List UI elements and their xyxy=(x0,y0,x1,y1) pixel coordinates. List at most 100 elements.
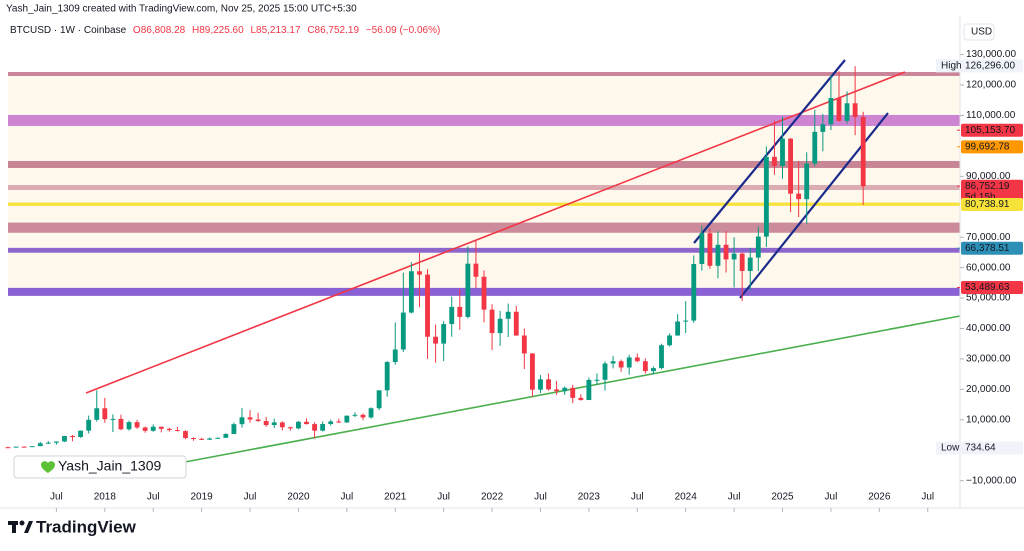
x-tick-label: Jul xyxy=(631,492,644,503)
candle-body xyxy=(675,321,681,336)
candle-body xyxy=(150,426,156,431)
candle-body xyxy=(21,446,27,448)
candle-body xyxy=(707,233,713,266)
y-tick-label: −10,000.00 xyxy=(966,475,1017,486)
x-tick-label: 2023 xyxy=(578,492,601,503)
price-zone xyxy=(8,71,960,76)
heart-icon xyxy=(41,461,55,473)
x-tick-label: 2024 xyxy=(675,492,698,503)
candle-body xyxy=(53,441,59,443)
candle-body xyxy=(812,131,818,164)
candle-body xyxy=(780,138,785,166)
candle-body xyxy=(336,421,342,423)
candle-body xyxy=(521,335,527,354)
price-zone xyxy=(8,202,960,206)
candle-body xyxy=(731,253,737,260)
candle-body xyxy=(796,193,802,200)
price-tag: Low xyxy=(941,443,960,454)
brand-logo xyxy=(8,520,33,533)
price-label: 80,738.91 xyxy=(965,199,1010,210)
candle-body xyxy=(570,387,576,398)
candle-body xyxy=(844,103,850,121)
price-label: 126,296.00 xyxy=(965,60,1015,71)
price-zone xyxy=(8,247,960,253)
candle-body xyxy=(602,363,608,380)
x-tick-label: Jul xyxy=(437,492,450,503)
price-label: 105,153.70 xyxy=(965,125,1015,136)
x-tick-label: Jul xyxy=(147,492,160,503)
brand: TradingView xyxy=(36,517,137,536)
trend-line xyxy=(693,59,846,244)
y-tick-label: 10,000.00 xyxy=(966,414,1011,425)
candle-body xyxy=(207,438,213,440)
candle-body xyxy=(352,414,358,416)
currency-box[interactable] xyxy=(963,23,995,41)
candle-body xyxy=(828,98,834,125)
candle-body xyxy=(546,379,551,390)
candle-body xyxy=(231,424,237,434)
price-zone xyxy=(8,114,960,126)
candle-body xyxy=(400,312,406,350)
y-tick-label: 40,000.00 xyxy=(966,323,1011,334)
candle-body xyxy=(497,318,503,334)
candle-body xyxy=(37,443,43,447)
candle-body xyxy=(102,408,108,420)
candle-body xyxy=(513,311,519,336)
candle-body xyxy=(538,379,543,390)
y-tick-label: 70,000.00 xyxy=(966,232,1011,243)
candle-body xyxy=(191,438,196,440)
candle-body xyxy=(199,438,205,440)
x-tick-label: Jul xyxy=(921,492,934,503)
candle-body xyxy=(166,428,172,431)
x-tick-label: 2022 xyxy=(481,492,504,503)
ohlc-high: H89,225.60 xyxy=(192,25,244,36)
price-tag: High xyxy=(941,60,962,71)
price-tag-box xyxy=(936,59,960,73)
ohlc-low: L85,213.17 xyxy=(250,25,300,36)
x-tick-label: Jul xyxy=(825,492,838,503)
x-tick-label: Jul xyxy=(534,492,547,503)
candle-body xyxy=(634,357,640,362)
candle-body xyxy=(223,433,229,438)
price-zone xyxy=(8,222,960,233)
x-tick-label: 2026 xyxy=(868,492,891,503)
plot-area xyxy=(5,59,961,463)
candle-body xyxy=(384,362,390,391)
price-label-box xyxy=(961,441,1023,455)
y-tick-label: 110,000.00 xyxy=(966,110,1016,121)
watermark: Yash_Jain_1309 xyxy=(58,458,161,474)
y-tick-label: 120,000.00 xyxy=(966,80,1016,91)
candle-body xyxy=(62,435,67,442)
candle-body xyxy=(529,353,535,390)
price-zone xyxy=(8,71,960,296)
x-tick-label: 2018 xyxy=(94,492,117,503)
candle-body xyxy=(368,408,374,418)
candle-body xyxy=(304,421,309,425)
y-tick-label: 20,000.00 xyxy=(966,384,1011,395)
candle-body xyxy=(126,422,132,430)
candle-body xyxy=(158,426,164,429)
logo-part xyxy=(12,521,16,533)
candle-body xyxy=(118,418,124,430)
candle-body xyxy=(804,163,810,200)
price-zone xyxy=(8,160,960,168)
candle-body xyxy=(376,390,382,409)
candle-body xyxy=(94,408,100,420)
watermark-box xyxy=(13,455,187,479)
candle-body xyxy=(247,417,253,420)
candle-body xyxy=(465,263,471,317)
x-tick-label: 2025 xyxy=(771,492,794,503)
trend-line xyxy=(85,71,906,394)
candle-body xyxy=(287,427,293,429)
candle-body xyxy=(449,306,455,325)
candle-body xyxy=(610,361,616,364)
candle-body xyxy=(763,156,769,237)
symbol: BTCUSD · 1W · Coinbase xyxy=(10,25,127,36)
x-tick-label: Jul xyxy=(50,492,63,503)
candle-body xyxy=(408,271,414,313)
candle-body xyxy=(392,349,398,363)
candle-body xyxy=(312,424,317,431)
candle-body xyxy=(215,437,221,439)
